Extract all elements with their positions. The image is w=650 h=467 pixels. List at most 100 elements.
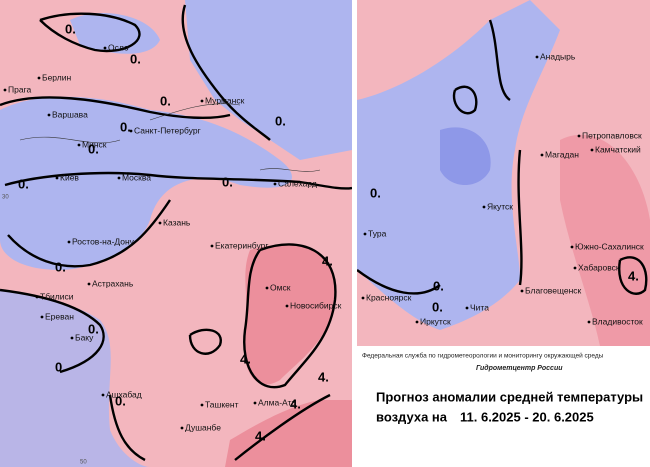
grid-label: 50 bbox=[80, 460, 87, 466]
city-dot bbox=[200, 403, 204, 407]
contour-label: 4. bbox=[318, 369, 329, 384]
city-dot bbox=[200, 99, 204, 103]
city-dot bbox=[87, 282, 91, 286]
city-label: Омск bbox=[270, 282, 291, 292]
contour-label: 0. bbox=[115, 393, 126, 408]
city-dot bbox=[35, 295, 39, 299]
contour-label: 4. bbox=[628, 268, 639, 283]
city-dot bbox=[180, 426, 184, 430]
title: Прогноз аномалии средней температуры bbox=[376, 389, 643, 404]
city-dot bbox=[77, 143, 81, 147]
city-dot bbox=[363, 232, 367, 236]
city-label: Мурманск bbox=[205, 95, 245, 105]
city-label: Санкт-Петербург bbox=[134, 125, 201, 135]
footer-box bbox=[357, 346, 650, 467]
city-label: Алма-Ата bbox=[258, 397, 296, 407]
right-map bbox=[357, 0, 650, 346]
city-dot bbox=[465, 306, 469, 310]
city-label: Петропавловск bbox=[582, 130, 642, 140]
city-label: Осло bbox=[108, 42, 129, 52]
contour-label: 0. bbox=[55, 259, 66, 274]
city-label: Екатеринбург bbox=[215, 240, 268, 250]
city-dot bbox=[540, 153, 544, 157]
agency: Федеральная служба по гидрометеорологии … bbox=[362, 352, 604, 360]
city-label: Казань bbox=[163, 217, 191, 227]
title-prefix: воздуха на bbox=[376, 409, 448, 424]
city-dot bbox=[37, 76, 41, 80]
contour-label: 0. bbox=[18, 176, 29, 191]
city-dot bbox=[482, 205, 486, 209]
city-label: Киев bbox=[60, 172, 79, 182]
contour-label: 0. bbox=[65, 21, 76, 36]
contour-label: 0. bbox=[370, 185, 381, 200]
city-label: Камчатский bbox=[595, 144, 641, 154]
city-dot bbox=[265, 286, 269, 290]
city-dot bbox=[70, 336, 74, 340]
city-dot bbox=[415, 320, 419, 324]
city-label: Москва bbox=[122, 172, 151, 182]
city-dot bbox=[285, 304, 289, 308]
city-label: Ашхабад bbox=[106, 389, 142, 399]
city-dot bbox=[67, 240, 71, 244]
contour-label: 0. bbox=[130, 51, 141, 66]
city-label: Баку bbox=[75, 332, 94, 342]
city-label: Салехард bbox=[278, 178, 317, 188]
contour-label: 0. bbox=[432, 299, 443, 314]
city-label: Благовещенск bbox=[525, 285, 582, 295]
city-label: Якутск bbox=[487, 201, 513, 211]
city-dot bbox=[210, 244, 214, 248]
city-label: Хабаровск bbox=[578, 262, 620, 272]
city-label: Чита bbox=[470, 302, 489, 312]
contour-label: 0. bbox=[88, 141, 99, 156]
city-dot bbox=[577, 134, 581, 138]
city-label: Тбилиси bbox=[40, 291, 74, 301]
city-label: Красноярск bbox=[366, 292, 412, 302]
contour-label: 4. bbox=[290, 396, 301, 411]
city-label: Новосибирск bbox=[290, 300, 342, 310]
city-label: Ереван bbox=[45, 311, 74, 321]
city-dot bbox=[273, 182, 277, 186]
city-label: Астрахань bbox=[92, 278, 134, 288]
city-label: Ташкент bbox=[205, 399, 239, 409]
contour-label: 0. bbox=[433, 278, 444, 293]
city-label: Южно-Сахалинск bbox=[575, 241, 644, 251]
contour-label: 4. bbox=[322, 253, 333, 268]
city-label: Анадырь bbox=[540, 51, 576, 61]
contour-label: 0. bbox=[120, 119, 131, 134]
city-label: Душанбе bbox=[185, 422, 221, 432]
contour-label: 4. bbox=[255, 428, 266, 443]
contour-label: 0. bbox=[222, 174, 233, 189]
city-label: Иркутск bbox=[420, 316, 451, 326]
city-label: Ростов-на-Дону bbox=[72, 236, 135, 246]
city-dot bbox=[40, 315, 44, 319]
city-dot bbox=[573, 266, 577, 270]
city-dot bbox=[158, 221, 162, 225]
city-dot bbox=[55, 176, 59, 180]
grid-label: 30 bbox=[2, 195, 9, 201]
city-label: Минск bbox=[82, 139, 107, 149]
city-dot bbox=[361, 296, 365, 300]
city-dot bbox=[47, 113, 51, 117]
contour-label: 0. bbox=[275, 113, 286, 128]
city-label: Варшава bbox=[52, 109, 88, 119]
city-label: Прага bbox=[8, 84, 31, 94]
city-dot bbox=[253, 401, 257, 405]
city-label: Владивосток bbox=[592, 316, 643, 326]
city-dot bbox=[103, 46, 107, 50]
city-label: Берлин bbox=[42, 72, 71, 82]
contour-label: 0. bbox=[160, 93, 171, 108]
city-dot bbox=[520, 289, 524, 293]
center: Гидрометцентр России bbox=[476, 364, 563, 372]
city-dot bbox=[590, 148, 594, 152]
city-dot bbox=[101, 393, 105, 397]
contour-label: 4. bbox=[240, 351, 251, 366]
left-map bbox=[0, 0, 352, 467]
contour-label: 0. bbox=[88, 321, 99, 336]
city-dot bbox=[117, 176, 121, 180]
contour-label: 0. bbox=[55, 359, 66, 374]
city-label: Магадан bbox=[545, 149, 579, 159]
city-dot bbox=[3, 88, 7, 92]
city-label: Тура bbox=[368, 228, 387, 238]
